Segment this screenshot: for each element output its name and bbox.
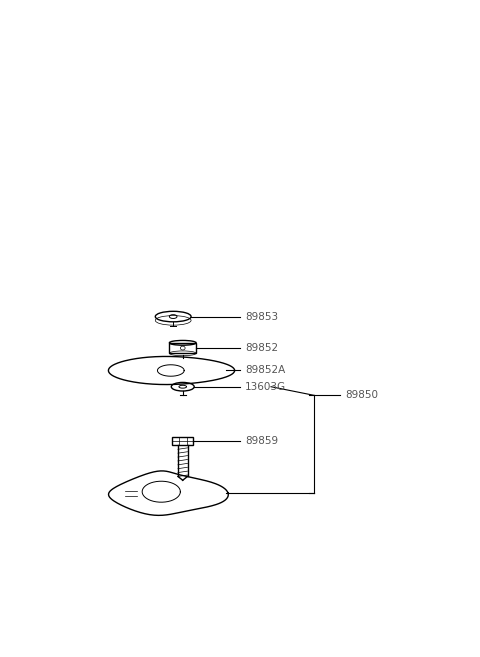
Text: 89859: 89859 <box>245 436 278 446</box>
Text: 89852A: 89852A <box>245 365 285 376</box>
Text: 89853: 89853 <box>245 311 278 321</box>
Text: 89850: 89850 <box>345 390 378 400</box>
Text: 13603G: 13603G <box>245 382 286 392</box>
Text: 89852: 89852 <box>245 343 278 353</box>
